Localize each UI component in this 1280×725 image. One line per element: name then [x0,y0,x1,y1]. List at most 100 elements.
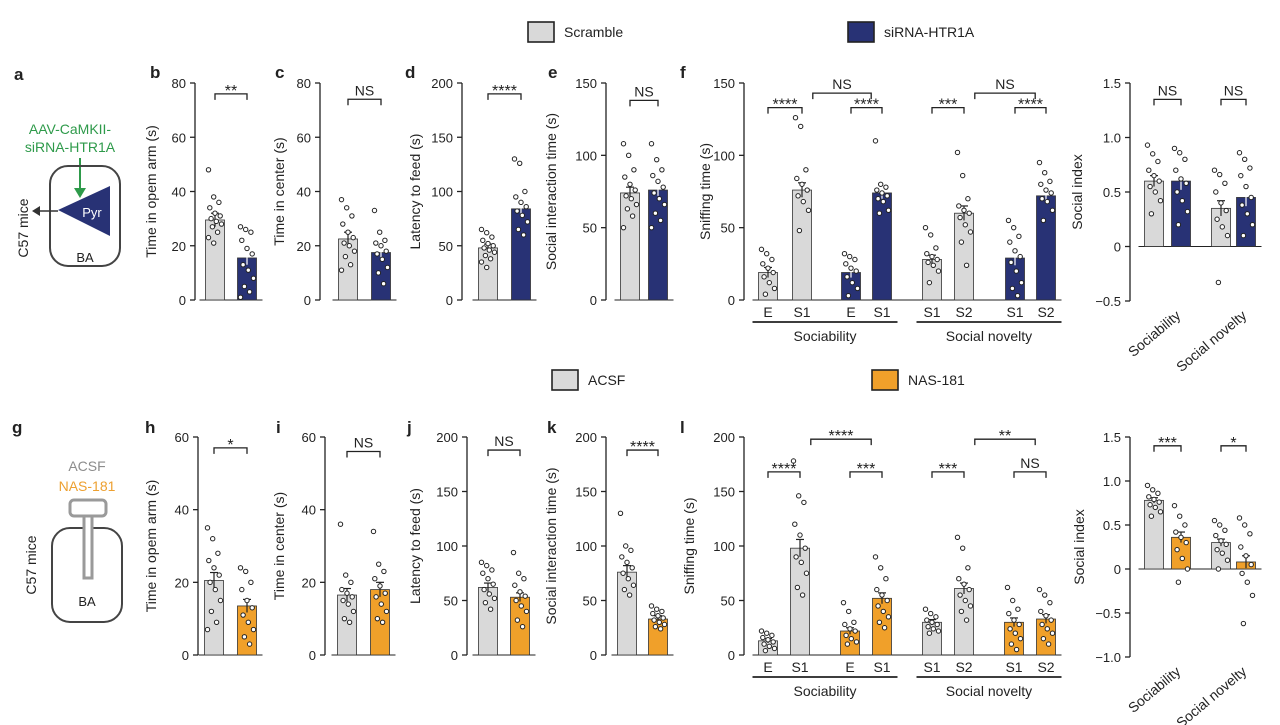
data-point-b-0-6 [208,215,214,222]
data-point-c-0-2 [349,213,355,219]
data-point-f-5-9 [958,239,965,245]
data-point-d-0-0 [478,226,485,233]
data-point-f-1-0 [792,115,799,121]
data-point-l2-3-1 [1242,522,1248,528]
data-point-l-1-3 [792,521,798,527]
data-point-k-0-6 [620,570,626,576]
data-point-d-1-2 [522,188,528,195]
x-tick-label-f-6: S1 [1006,304,1023,320]
data-point-k-1-8 [661,621,668,628]
data-point-d-0-11 [478,259,485,265]
data-point-l2-3-8 [1249,592,1256,599]
data-point-k-1-3 [650,610,656,617]
y-tick-label-b-2: 40 [172,185,186,200]
data-point-f2-3-7 [1244,211,1251,217]
data-point-h-0-6 [207,579,213,586]
data-point-f2-1-8 [1184,208,1191,215]
data-point-h-1-6 [240,612,246,618]
data-point-k-1-7 [656,619,662,625]
data-point-l-5-5 [966,586,972,593]
data-point-j-1-0 [510,549,517,556]
legend-swatch-top-1 [847,21,875,43]
data-point-c-1-9 [375,270,382,276]
panel-letter-g: g [12,418,22,437]
sig-label-f2-1: NS [1224,82,1243,98]
x-tick-label-f-2: E [846,304,855,320]
data-point-f-6-4 [1012,248,1018,254]
data-point-j-0-2 [489,567,495,573]
y-tick-label-h-3: 60 [175,430,189,445]
virus-label-line2: siRNA-HTR1A [25,139,116,155]
data-point-f-0-3 [760,261,766,267]
data-point-f-7-4 [1043,187,1049,193]
data-point-f2-0-7 [1152,189,1159,195]
panel-letter-e: e [548,63,557,82]
data-point-c-1-4 [378,243,384,249]
chart-j: j 0 50 100 150 200 Latency to feed (s) NS [406,418,536,663]
data-point-f2-2-6 [1214,216,1220,222]
data-point-h-0-2 [215,550,221,556]
data-point-l-4-0 [922,606,929,612]
y-axis-label-e: Social interaction time (s) [543,113,559,270]
legend-bottom: ACSF NAS-181 [551,369,965,391]
data-point-l-0-1 [764,630,770,636]
sig-bracket-f-3 [931,106,965,114]
sig-bracket-d-0 [487,93,522,100]
bar-f-1 [792,189,812,301]
y-axis-label-i: Time in center (s) [271,492,287,600]
sig-bracket-f-2 [812,92,872,100]
data-point-l2-3-0 [1236,515,1243,521]
data-point-f-6-8 [1018,279,1025,286]
data-point-c-1-7 [379,256,385,263]
data-point-d-1-3 [513,194,519,200]
data-point-f-4-5 [934,256,940,263]
data-point-i-0-8 [350,608,357,615]
data-point-f2-2-3 [1213,189,1219,195]
sig-label-f2-0: NS [1158,82,1177,98]
data-point-f-0-1 [764,251,770,257]
y-tick-label-l2-0: −1.0 [1095,650,1121,665]
data-point-c-0-9 [342,253,349,260]
data-point-k-1-2 [659,608,665,615]
sig-bracket-h-0 [213,447,248,454]
sig-bracket-l-3 [931,471,965,478]
data-point-l2-1-3 [1173,529,1179,535]
data-point-f-5-7 [962,222,968,228]
data-point-l-6-8 [1017,635,1024,642]
data-point-c-0-0 [338,196,345,203]
y-tick-label-f-3: 150 [713,76,735,91]
data-point-l-1-7 [798,559,804,566]
data-point-k-1-5 [660,615,666,621]
data-point-b-0-10 [214,229,221,235]
y-tick-label-d-0: 0 [446,293,453,308]
data-point-l-6-2 [1015,606,1021,612]
data-point-l-4-8 [935,628,942,634]
x-tick-label-l-3: S1 [873,659,890,675]
data-point-f-6-5 [1017,253,1023,260]
x-tick-label-f-4: S1 [923,304,940,320]
data-point-h-0-3 [206,557,212,564]
data-point-l-6-3 [1006,610,1012,617]
data-point-b-0-5 [217,213,223,219]
data-point-h-0-1 [210,536,216,542]
sig-bracket-j-0 [487,449,521,457]
data-point-f-7-6 [1039,196,1045,202]
x-category-label-l2-0: Sociability [1125,663,1184,716]
data-point-l-0-8 [771,645,778,652]
y-tick-label-l-1: 50 [721,594,735,609]
panel-letter-k: k [547,418,557,437]
group-label-f-0: Sociability [793,328,856,344]
data-point-b-1-10 [246,289,253,295]
data-point-d-1-1 [517,160,523,166]
data-point-e-1-9 [652,210,659,216]
data-point-f-6-9 [1009,285,1016,292]
x-tick-label-f-1: S1 [793,304,810,320]
data-point-e-0-5 [632,187,638,193]
data-point-l-7-6 [1039,621,1045,628]
y-tick-label-k-0: 0 [590,648,597,663]
bar-l-3 [872,597,892,656]
data-point-e-1-11 [648,224,655,231]
data-point-j-1-7 [518,603,524,609]
data-point-l-6-9 [1008,641,1015,647]
